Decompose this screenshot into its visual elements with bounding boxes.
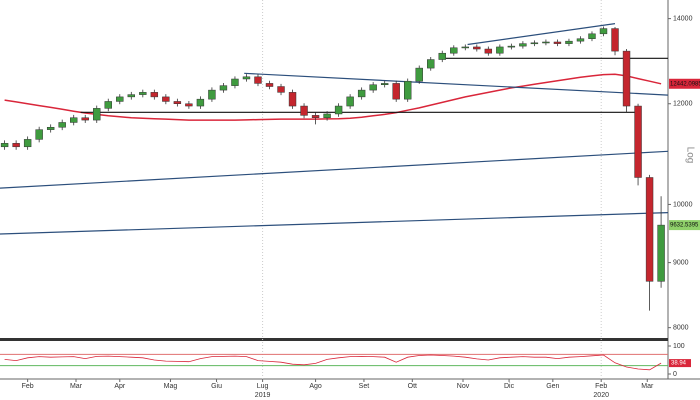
candle-body [542,41,550,44]
x-tick-label: Giu [211,383,222,390]
candle-body [311,115,320,118]
scale-label: Log [684,147,695,164]
candle-body [438,52,446,60]
x-tick-label: Gen [546,383,559,390]
candle-body [35,129,43,140]
candle-body [139,92,147,95]
moving-average [4,73,662,121]
candle-body [277,86,285,93]
candle-body [634,105,642,178]
candle-body [300,105,308,116]
x-tick-label: Lug [257,383,269,390]
x-tick-label: Dic [504,383,515,390]
candle-body [208,89,216,100]
x-tick-label: Set [359,383,370,390]
y-tick-label: 12000 [673,101,693,108]
trend-line [0,150,669,189]
x-tick-label: Apr [114,383,126,390]
candle-body [46,126,55,130]
candle-body [380,83,389,85]
candle-body [104,101,112,109]
candle-body [507,45,516,48]
last-price-tag-box [669,220,700,231]
candle-body [185,103,193,107]
last-price-tag: 9632.5395 [670,223,699,229]
candle-body [530,42,539,45]
candle-body [392,83,400,100]
candle-body [242,76,251,80]
candle-body [162,96,170,102]
x-tick-label: Nov [457,383,470,390]
candle-body [599,28,608,35]
candle-body [484,48,493,54]
candle-body [645,177,654,282]
candle-body [461,46,470,49]
candle-body [150,92,159,98]
x-tick-label: Mar [70,383,83,390]
candle-body [611,28,619,52]
candle-body [323,113,331,118]
candle-body [346,96,354,107]
candle-body [58,122,66,128]
candle-body [116,96,124,102]
x-tick-label: Feb [595,383,607,390]
candle-body [657,224,665,282]
candle-body [415,67,423,82]
rsi-line [4,354,662,371]
candle-body [565,40,573,44]
y-tick-label: 9000 [673,259,689,266]
candle-body [173,101,182,104]
y-tick-label: 8000 [673,324,689,331]
candle-body [219,85,228,91]
ma-tag-box [669,78,700,89]
candle-body [254,76,262,84]
year-label: 2020 [593,392,609,399]
ma-tag: 12442.0985 [670,81,700,87]
candle-body [588,33,596,39]
candle-body [265,83,274,87]
candle-body [93,108,101,121]
x-tick-label: Ott [408,383,417,390]
trend-line [0,212,669,235]
x-tick-label: Mar [641,383,654,390]
trend-line [244,72,669,96]
candle-body [81,117,89,121]
candle-body [334,105,343,115]
candle-body [404,80,412,100]
trend-line [467,23,616,46]
candle-body [288,92,297,107]
x-tick-label: Mag [164,383,178,390]
candle-body [23,139,32,148]
candle-body [70,117,78,123]
candle-body [196,98,205,107]
y-tick-label: 14000 [673,15,693,22]
candle-body [369,84,377,91]
y-tick-label: 10000 [673,201,693,208]
candle-body [427,59,435,69]
candle-body [622,50,631,107]
candle-body [553,41,562,44]
candle-body [519,43,527,47]
candle-body [231,78,239,86]
x-tick-label: Feb [22,383,34,390]
candle-body [496,46,504,54]
rsi-tag-box [669,359,691,368]
candle-body [450,47,458,54]
candle-body [12,143,20,148]
candle-body [127,94,136,98]
rsi-tick-label: 0 [673,371,677,378]
panel-separator [0,338,668,341]
x-tick-label: Ago [309,383,322,390]
year-label: 2019 [255,392,271,399]
rsi-tick-label: 100 [673,343,685,350]
candle-body [473,46,481,50]
candle-body [576,38,585,42]
candle-body [0,143,9,148]
candle-body [357,89,366,98]
rsi-tag: 38.94 [671,361,687,367]
